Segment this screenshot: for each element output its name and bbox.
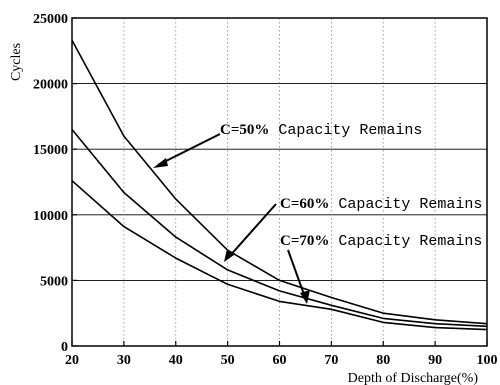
annotation-c60: C=60% Capacity Remains [280,196,482,213]
x-tick-label-0: 20 [65,353,79,368]
series-lines [71,39,488,331]
annotation-arrow-c50 [157,133,221,166]
y-tick-label-5: 25000 [33,12,68,27]
x-axis-label: Depth of Discharge(%) [348,371,479,385]
annotation-c70-suffix: Capacity Remains [329,233,482,250]
x-tick-label-1: 30 [117,353,131,368]
annotation-c70-prefix: C=70% [280,233,329,249]
grid [72,18,487,346]
annotation-c60-suffix: Capacity Remains [329,196,482,213]
series-line-3 [71,180,488,331]
series-line-1 [71,39,488,325]
annotation-c50-prefix: C=50% [220,122,269,138]
tick-labels: 20 30 40 50 60 70 80 90 100 0 5000 10000 15000 20000 2… [33,12,498,368]
y-tick-label-0: 0 [61,340,68,355]
x-tick-label-2: 40 [169,353,183,368]
annotation-arrow-c70 [287,249,307,301]
y-tick-label-4: 20000 [33,78,68,93]
y-tick-label-1: 5000 [40,274,68,289]
x-tick-label-6: 80 [376,353,390,368]
annotation-c70: C=70% Capacity Remains [280,233,482,250]
y-axis-label: Cycles [9,43,24,81]
annotation-c50: C=50% Capacity Remains [220,122,422,139]
annotation-arrowhead-c60 [224,249,234,262]
series-line-2 [71,128,488,328]
y-tick-label-2: 10000 [33,209,68,224]
annotation-arrowhead-c50 [153,158,168,168]
y-tick-label-3: 15000 [33,143,68,158]
x-tick-label-5: 70 [324,353,338,368]
x-tick-label-4: 60 [273,353,287,368]
annotation-c50-suffix: Capacity Remains [269,122,422,139]
annotation-c60-prefix: C=60% [280,196,329,212]
annotation-arrow-c60 [227,203,277,259]
annotations: C=50% Capacity Remains C=60% Capacity Re… [153,122,482,304]
x-tick-label-3: 50 [221,353,235,368]
annotation-arrowhead-c70 [300,290,310,304]
x-tick-label-8: 100 [477,353,498,368]
x-tick-label-7: 90 [428,353,442,368]
